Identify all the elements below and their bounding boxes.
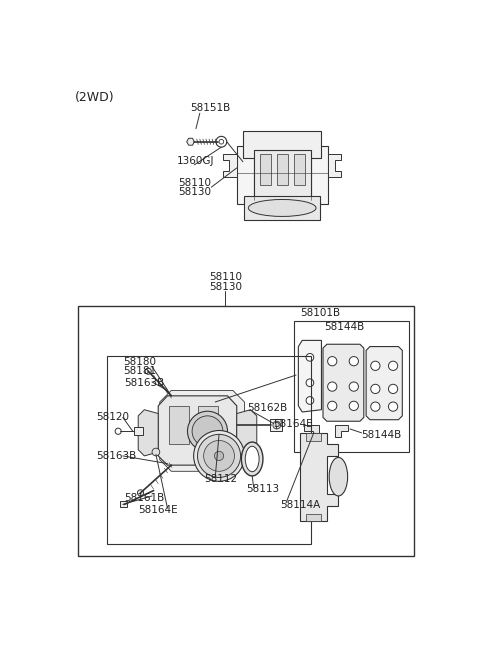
- Polygon shape: [304, 425, 319, 437]
- Ellipse shape: [241, 442, 263, 476]
- Text: 1360GJ: 1360GJ: [177, 156, 214, 166]
- Circle shape: [192, 416, 223, 447]
- Polygon shape: [138, 409, 158, 456]
- Circle shape: [349, 402, 359, 411]
- Circle shape: [388, 402, 398, 411]
- Bar: [198, 406, 218, 444]
- Circle shape: [306, 379, 314, 386]
- Text: 58144B: 58144B: [324, 322, 365, 332]
- Text: 58114A: 58114A: [281, 500, 321, 510]
- Text: 58144B: 58144B: [361, 430, 402, 440]
- Circle shape: [152, 448, 160, 456]
- Circle shape: [215, 451, 224, 460]
- Bar: [260, 154, 271, 185]
- Bar: [270, 419, 282, 431]
- Polygon shape: [335, 425, 348, 437]
- Polygon shape: [237, 409, 257, 456]
- Circle shape: [306, 397, 314, 404]
- Bar: [254, 150, 311, 200]
- Text: 58101B: 58101B: [300, 308, 340, 318]
- Ellipse shape: [329, 457, 348, 496]
- Circle shape: [349, 356, 359, 365]
- Circle shape: [273, 421, 281, 429]
- Text: 58113: 58113: [246, 484, 279, 494]
- Polygon shape: [223, 154, 237, 177]
- Bar: [244, 196, 320, 219]
- Circle shape: [204, 441, 234, 472]
- Circle shape: [145, 368, 151, 374]
- Polygon shape: [299, 341, 322, 412]
- Circle shape: [371, 402, 380, 411]
- Circle shape: [137, 490, 144, 496]
- Circle shape: [388, 384, 398, 394]
- Bar: [243, 131, 322, 158]
- Bar: [294, 321, 409, 452]
- Text: 58180: 58180: [123, 357, 156, 367]
- Text: 58151B: 58151B: [191, 103, 231, 113]
- Text: 58130: 58130: [209, 282, 242, 291]
- Circle shape: [197, 434, 240, 477]
- Bar: [294, 154, 304, 185]
- Text: 58163B: 58163B: [96, 451, 136, 461]
- Bar: [311, 146, 328, 204]
- Bar: [277, 154, 288, 185]
- Text: 58110: 58110: [209, 272, 242, 282]
- Circle shape: [388, 361, 398, 371]
- Text: 58130: 58130: [178, 187, 211, 196]
- Text: 58162B: 58162B: [248, 403, 288, 413]
- Polygon shape: [306, 514, 322, 521]
- Circle shape: [328, 402, 337, 411]
- Text: 58164E: 58164E: [138, 505, 178, 515]
- Circle shape: [115, 428, 121, 434]
- Polygon shape: [160, 390, 244, 472]
- Bar: [169, 406, 189, 444]
- Circle shape: [188, 411, 228, 451]
- Circle shape: [349, 382, 359, 391]
- Text: 58181: 58181: [123, 366, 156, 376]
- Polygon shape: [300, 433, 338, 521]
- Bar: [78, 306, 414, 556]
- Text: 58163B: 58163B: [124, 378, 165, 388]
- Polygon shape: [366, 346, 402, 420]
- Polygon shape: [158, 396, 237, 465]
- Bar: [133, 428, 143, 435]
- Circle shape: [328, 382, 337, 391]
- Circle shape: [371, 384, 380, 394]
- Circle shape: [371, 361, 380, 371]
- Ellipse shape: [245, 446, 259, 472]
- Ellipse shape: [248, 200, 316, 216]
- Text: 58161B: 58161B: [124, 493, 165, 503]
- Text: (2WD): (2WD): [75, 91, 115, 104]
- Bar: [237, 146, 254, 204]
- Polygon shape: [323, 345, 364, 421]
- Bar: [108, 356, 312, 544]
- Text: 58164E: 58164E: [273, 419, 312, 428]
- Text: 58110: 58110: [178, 178, 211, 187]
- Circle shape: [306, 354, 314, 361]
- Polygon shape: [187, 138, 194, 145]
- Bar: [120, 501, 127, 508]
- Polygon shape: [306, 433, 322, 441]
- Circle shape: [328, 356, 337, 365]
- Circle shape: [216, 136, 227, 147]
- Text: 58120: 58120: [96, 413, 129, 422]
- Text: 58112: 58112: [204, 474, 238, 484]
- Polygon shape: [328, 154, 341, 177]
- Circle shape: [193, 430, 244, 481]
- Circle shape: [219, 140, 224, 144]
